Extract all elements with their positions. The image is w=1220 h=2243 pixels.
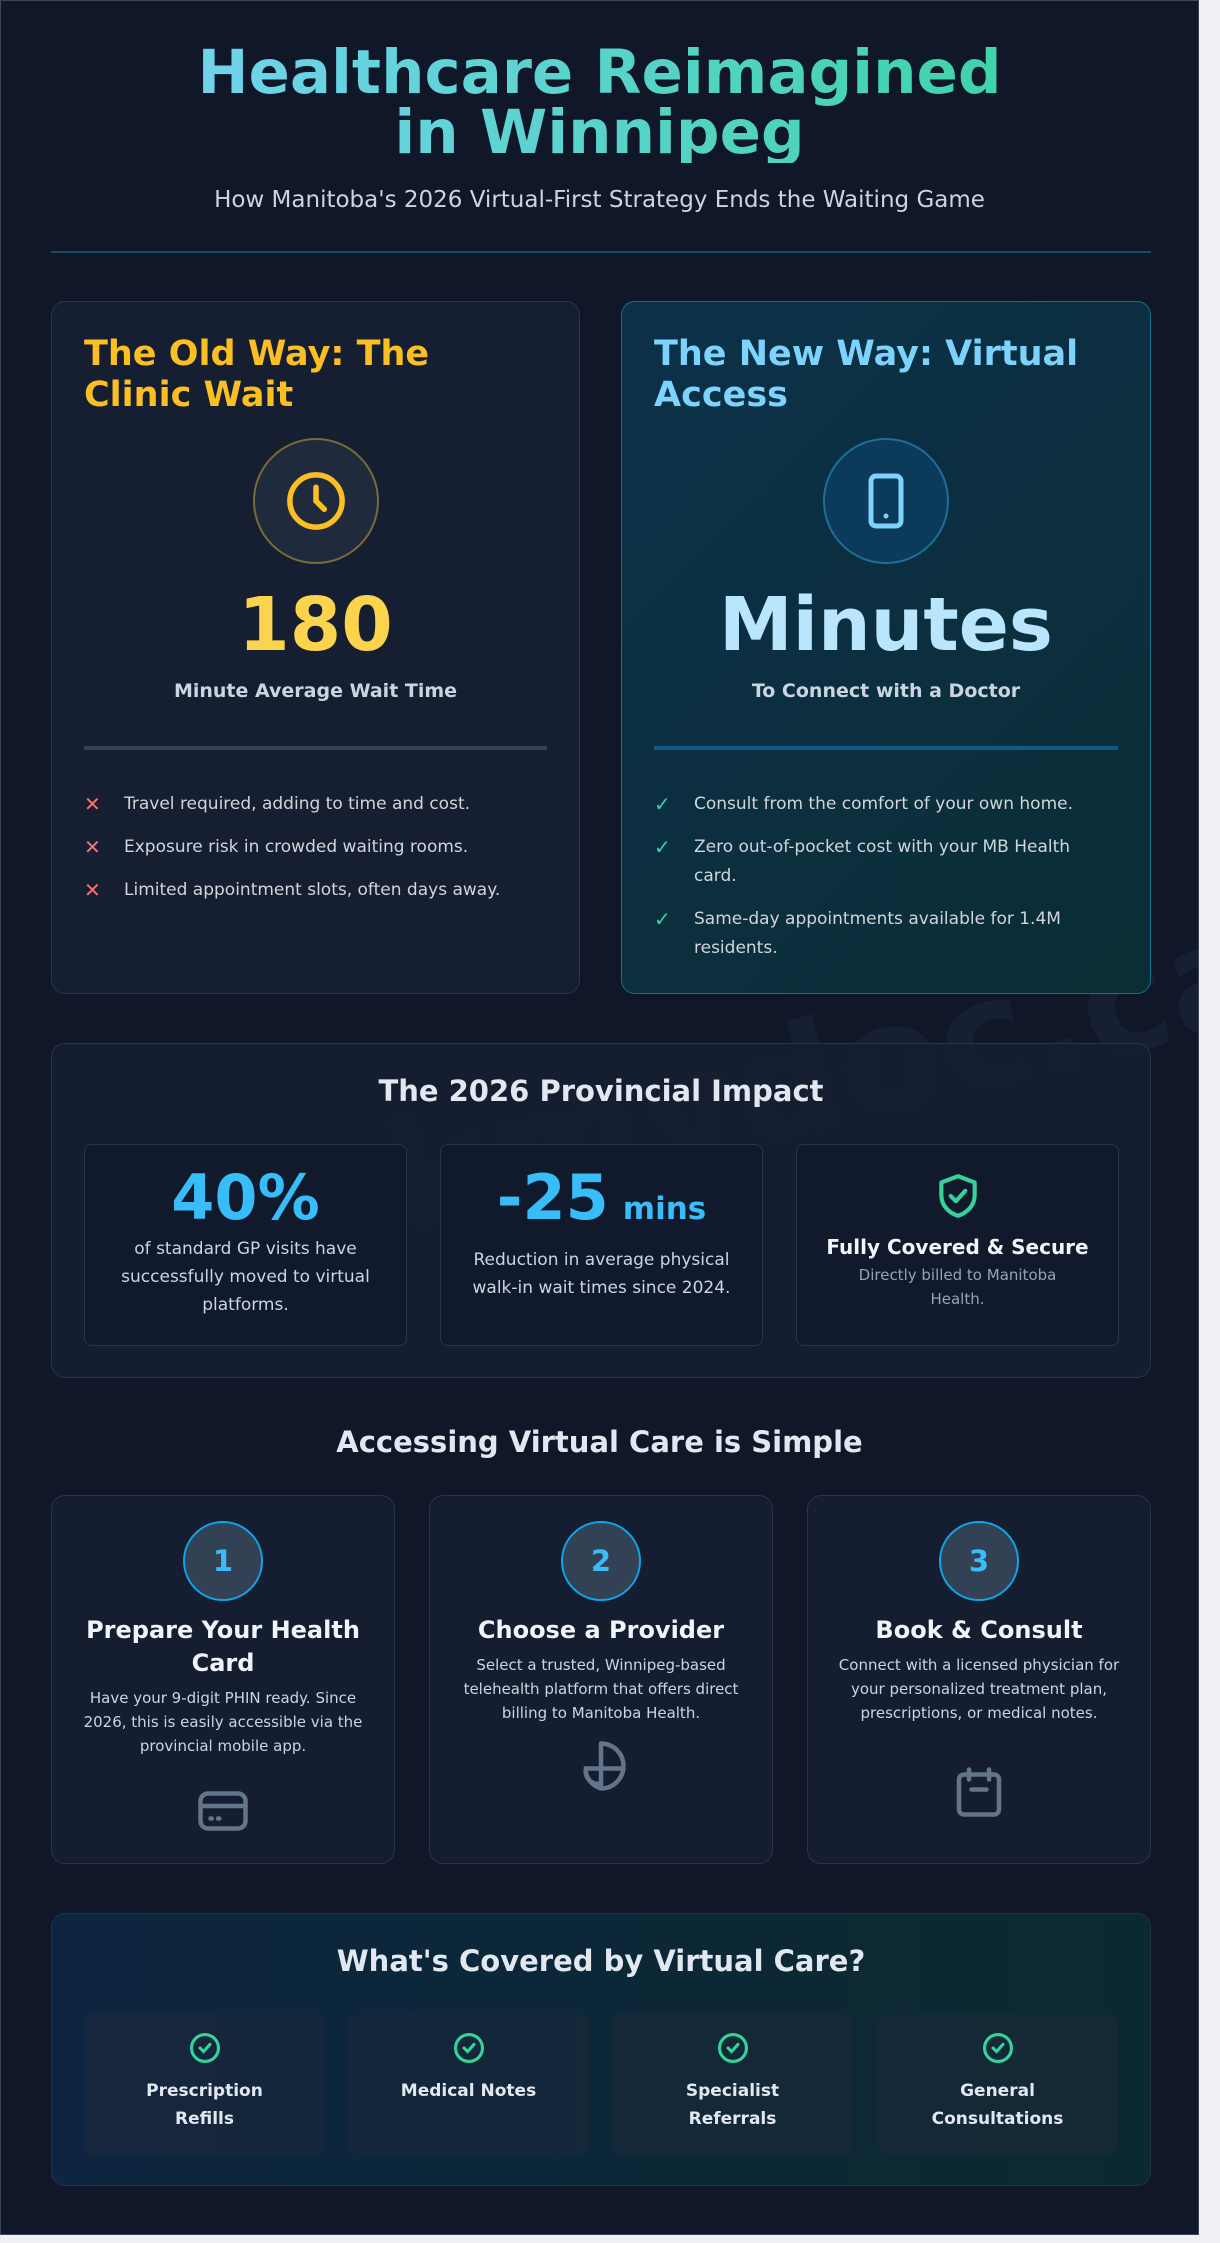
check-circle-icon bbox=[189, 2032, 220, 2064]
old-way-card: The Old Way: The Clinic Wait 180 Minute … bbox=[51, 301, 580, 994]
stat-unit: mins bbox=[622, 1191, 707, 1227]
step-number: 2 bbox=[561, 1521, 641, 1601]
page-subtitle: How Manitoba's 2026 Virtual-First Strate… bbox=[214, 187, 985, 213]
step-title: Prepare Your Health Card bbox=[86, 1616, 360, 1677]
steps-title: Accessing Virtual Care is Simple bbox=[336, 1425, 863, 1459]
check-circle-icon bbox=[982, 2032, 1013, 2064]
x-icon: ✕ bbox=[84, 792, 101, 816]
credit-card-icon bbox=[198, 1791, 248, 1831]
stat-card: -25 mins Reduction in average physical wa… bbox=[440, 1144, 763, 1346]
stat-desc: Reduction in average physical walk-in wa… bbox=[472, 1250, 731, 1298]
step-number: 3 bbox=[939, 1521, 1019, 1601]
list-item: ✕ Limited appointment slots, often days a… bbox=[84, 876, 547, 905]
list-item: ✕ Travel required, adding to time and cos… bbox=[84, 790, 547, 819]
stat-card: Fully Covered & Secure Directly billed t… bbox=[796, 1144, 1119, 1346]
check-icon: ✓ bbox=[654, 835, 671, 859]
new-way-card: The New Way: Virtual Access Minutes To C… bbox=[621, 301, 1151, 994]
stat-desc: of standard GP visits have successfully … bbox=[121, 1239, 370, 1315]
step-desc: Connect with a licensed physician for yo… bbox=[838, 1656, 1120, 1722]
stat-title: Fully Covered & Secure bbox=[826, 1235, 1089, 1259]
covered-title: What's Covered by Virtual Care? bbox=[336, 1944, 866, 1978]
covered-item-label: Prescription Refills bbox=[146, 2081, 263, 2129]
new-wait-value: Minutes bbox=[719, 582, 1053, 668]
new-way-list: ✓ Consult from the comfort of your own ho… bbox=[654, 790, 1118, 977]
clock-icon bbox=[252, 438, 379, 564]
list-item: ✓ Consult from the comfort of your own ho… bbox=[654, 790, 1118, 819]
covered-item-label: Medical Notes bbox=[400, 2081, 537, 2101]
pie-chart-icon bbox=[583, 1741, 626, 1791]
covered-item: Medical Notes bbox=[348, 2014, 589, 2155]
check-icon: ✓ bbox=[654, 907, 671, 931]
check-circle-icon bbox=[717, 2032, 748, 2064]
covered-item: Specialist Referrals bbox=[612, 2014, 853, 2155]
page-title: Healthcare Reimagined in Winnipeg bbox=[1, 42, 1198, 163]
stat-card: 40% of standard GP visits have successfu… bbox=[84, 1144, 407, 1346]
divider bbox=[51, 251, 1151, 253]
check-circle-icon bbox=[453, 2032, 484, 2064]
divider bbox=[84, 746, 547, 750]
stat-desc: Directly billed to Manitoba Health. bbox=[858, 1266, 1057, 1308]
step-desc: Have your 9-digit PHIN ready. Since 2026… bbox=[83, 1689, 363, 1755]
calendar-icon bbox=[956, 1767, 1002, 1817]
impact-title: The 2026 Provincial Impact bbox=[378, 1074, 824, 1108]
list-item: ✓ Zero out-of-pocket cost with your MB He… bbox=[654, 833, 1118, 891]
list-item: ✕ Exposure risk in crowded waiting rooms. bbox=[84, 833, 547, 862]
covered-item-label: General Consultations bbox=[931, 2081, 1064, 2129]
step-card: 3 Book & Consult Connect with a licensed… bbox=[807, 1495, 1151, 1864]
impact-section: The 2026 Provincial Impact 40% of standa… bbox=[51, 1043, 1151, 1378]
stat-value: -25 bbox=[496, 1161, 609, 1234]
old-way-title: The Old Way: The Clinic Wait bbox=[84, 334, 430, 415]
step-desc: Select a trusted, Winnipeg-based telehea… bbox=[463, 1656, 739, 1722]
covered-item-label: Specialist Referrals bbox=[685, 2081, 780, 2129]
step-card: 2 Choose a Provider Select a trusted, Wi… bbox=[429, 1495, 773, 1864]
step-title: Book & Consult bbox=[875, 1616, 1083, 1644]
step-card: 1 Prepare Your Health Card Have your 9-d… bbox=[51, 1495, 395, 1864]
shield-check-icon bbox=[938, 1174, 977, 1218]
old-wait-caption: Minute Average Wait Time bbox=[173, 680, 458, 702]
old-way-list: ✕ Travel required, adding to time and cos… bbox=[84, 790, 547, 919]
x-icon: ✕ bbox=[84, 878, 101, 902]
x-icon: ✕ bbox=[84, 835, 101, 859]
divider bbox=[654, 746, 1118, 750]
check-icon: ✓ bbox=[654, 792, 671, 816]
stat-value: 40% bbox=[171, 1161, 320, 1234]
step-title: Choose a Provider bbox=[477, 1616, 725, 1644]
covered-section: What's Covered by Virtual Care? Prescrip… bbox=[51, 1913, 1151, 2186]
infographic-page: askmydoc.ca Healthcare Reimagined in Win… bbox=[0, 0, 1199, 2235]
list-item: ✓ Same-day appointments available for 1.4… bbox=[654, 905, 1118, 963]
smartphone-icon bbox=[823, 438, 949, 564]
step-number: 1 bbox=[183, 1521, 263, 1601]
covered-item: Prescription Refills bbox=[84, 2014, 325, 2155]
old-wait-value: 180 bbox=[238, 582, 393, 668]
new-way-title: The New Way: Virtual Access bbox=[654, 334, 1079, 415]
covered-item: General Consultations bbox=[877, 2014, 1118, 2155]
new-wait-caption: To Connect with a Doctor bbox=[751, 680, 1021, 702]
